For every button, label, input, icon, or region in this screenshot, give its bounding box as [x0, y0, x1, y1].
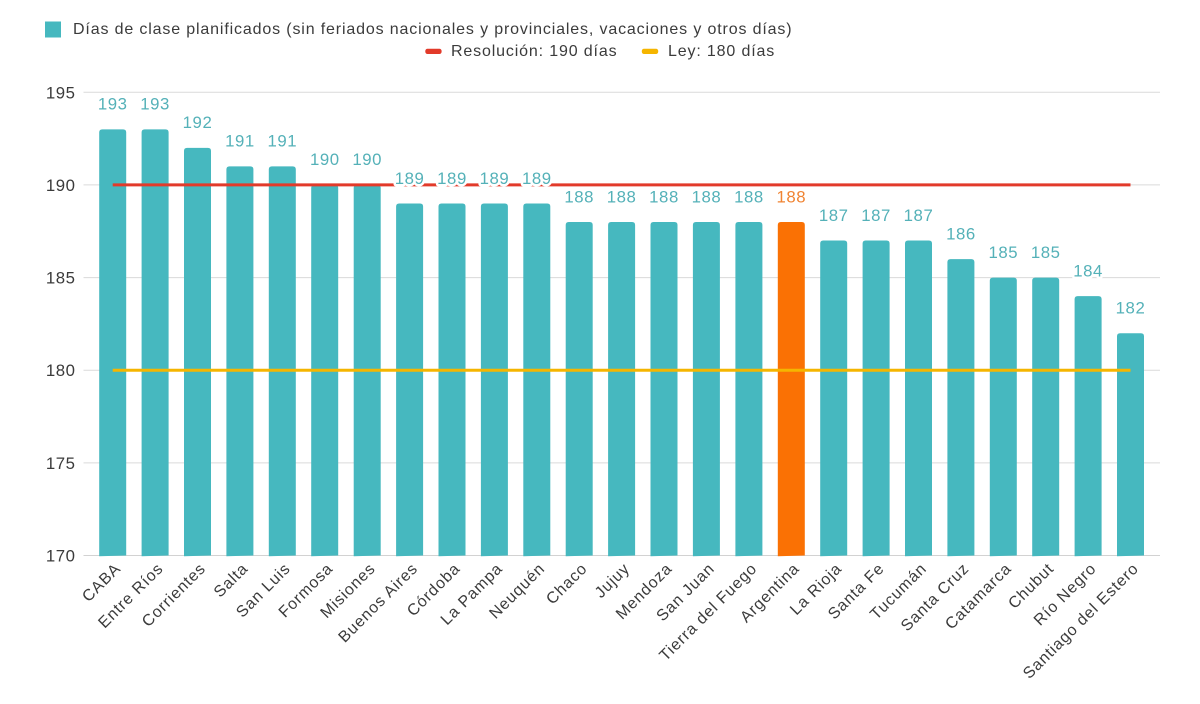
svg-text:Ley: 180 días: Ley: 180 días	[668, 43, 775, 60]
svg-text:180: 180	[46, 361, 76, 380]
svg-text:Resolución: 190 días: Resolución: 190 días	[451, 43, 617, 60]
svg-text:175: 175	[46, 454, 76, 473]
svg-text:Días de clase planificados (si: Días de clase planificados (sin feriados…	[73, 21, 792, 38]
svg-text:189: 189	[395, 169, 425, 188]
svg-text:188: 188	[607, 187, 637, 206]
svg-text:190: 190	[352, 150, 382, 169]
svg-text:182: 182	[1116, 299, 1146, 318]
svg-text:192: 192	[183, 113, 213, 132]
svg-text:193: 193	[140, 95, 170, 114]
svg-text:195: 195	[46, 83, 76, 102]
svg-text:188: 188	[564, 187, 594, 206]
svg-text:191: 191	[225, 132, 255, 151]
svg-text:187: 187	[904, 206, 934, 225]
svg-text:190: 190	[46, 176, 76, 195]
svg-text:188: 188	[734, 187, 764, 206]
svg-text:193: 193	[98, 95, 128, 114]
svg-text:186: 186	[946, 224, 976, 243]
svg-text:189: 189	[437, 169, 467, 188]
svg-text:170: 170	[46, 547, 76, 566]
svg-text:188: 188	[692, 187, 722, 206]
svg-text:188: 188	[649, 187, 679, 206]
svg-text:187: 187	[819, 206, 849, 225]
svg-text:191: 191	[267, 132, 297, 151]
svg-text:190: 190	[310, 150, 340, 169]
svg-text:185: 185	[988, 243, 1018, 262]
svg-text:189: 189	[480, 169, 510, 188]
svg-text:187: 187	[861, 206, 891, 225]
svg-text:189: 189	[522, 169, 552, 188]
svg-text:185: 185	[1031, 243, 1061, 262]
svg-text:185: 185	[46, 269, 76, 288]
svg-text:184: 184	[1073, 261, 1103, 280]
svg-text:188: 188	[776, 187, 806, 206]
